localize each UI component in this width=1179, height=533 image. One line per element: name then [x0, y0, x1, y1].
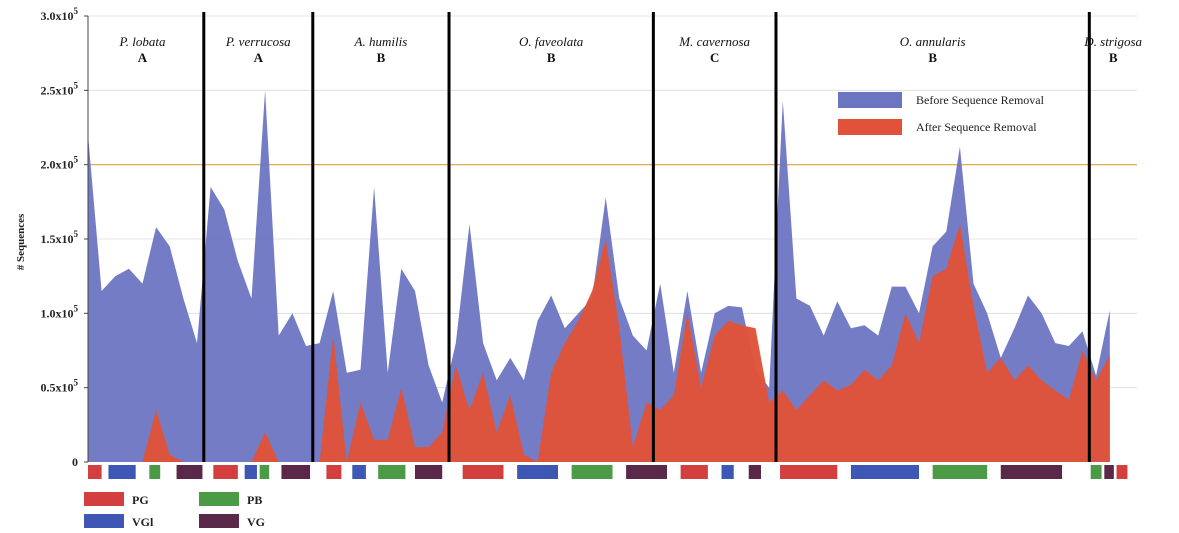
sample-bar-pg	[462, 465, 504, 479]
group-species-label: A. humilis	[354, 34, 408, 49]
legend-label-after: After Sequence Removal	[916, 120, 1037, 134]
sample-bar-pb	[259, 465, 270, 479]
sample-type-bars	[88, 465, 1128, 479]
sample-bar-pg	[213, 465, 238, 479]
sample-bar-pb	[1090, 465, 1102, 479]
legend: Before Sequence Removal After Sequence Re…	[838, 92, 1045, 135]
y-tick-exponent: 5	[74, 378, 79, 388]
y-tick-exponent: 5	[74, 80, 79, 90]
sample-legend-label-pg: PG	[132, 493, 149, 507]
sample-legend-swatch-pg	[84, 492, 124, 506]
y-tick-exponent: 5	[74, 155, 79, 165]
group-clade-label: A	[138, 50, 148, 65]
sample-bar-pb	[149, 465, 161, 479]
sample-bar-pg	[680, 465, 708, 479]
legend-swatch-after	[838, 119, 902, 135]
sample-legend-swatch-vgl	[84, 514, 124, 528]
sample-bar-vg	[748, 465, 761, 479]
y-tick-exponent: 5	[74, 229, 79, 239]
sample-bar-pb	[571, 465, 613, 479]
sample-bar-pg	[88, 465, 102, 479]
sample-bar-vgl	[850, 465, 920, 479]
group-species-label: P. verrucosa	[225, 34, 291, 49]
group-species-label: M. cavernosa	[678, 34, 750, 49]
group-species-label: O. faveolata	[519, 34, 584, 49]
sample-bar-pg	[326, 465, 342, 479]
y-tick-label: 2.5x105	[41, 80, 79, 97]
group-species-label: P. lobata	[118, 34, 165, 49]
sample-bar-pg	[780, 465, 838, 479]
sample-bar-vg	[176, 465, 203, 479]
sample-bar-pb	[932, 465, 988, 479]
group-clade-label: B	[928, 50, 937, 65]
y-tick-label: 0.5x105	[41, 378, 79, 395]
sample-bar-vg	[626, 465, 667, 479]
group-clade-label: A	[254, 50, 264, 65]
sample-legend-label-vg: VG	[247, 515, 265, 529]
group-clade-label: B	[547, 50, 556, 65]
sample-bar-vg	[1000, 465, 1063, 479]
series-after-area	[88, 224, 1110, 462]
sample-bar-vg	[1104, 465, 1114, 479]
legend-label-before: Before Sequence Removal	[916, 93, 1045, 107]
y-tick-label: 2.0x105	[41, 155, 79, 172]
legend-swatch-before	[838, 92, 902, 108]
sample-bar-pb	[378, 465, 406, 479]
group-species-label: D. strigosa	[1083, 34, 1142, 49]
sample-bar-pg	[1116, 465, 1128, 479]
group-clade-label: B	[1109, 50, 1118, 65]
sample-bar-vgl	[108, 465, 136, 479]
group-species-label: O. annularis	[900, 34, 966, 49]
group-clade-label: C	[710, 50, 719, 65]
y-axis-title: # Sequences	[15, 213, 27, 270]
sample-bar-vgl	[244, 465, 257, 479]
area-series	[88, 90, 1110, 463]
sample-legend-swatch-pb	[199, 492, 239, 506]
sample-bar-vgl	[517, 465, 559, 479]
y-tick-label: 1.0x105	[41, 303, 79, 320]
sample-bar-vg	[281, 465, 311, 479]
y-tick-label: 3.0x105	[41, 6, 79, 23]
sample-type-legend: PG PB VGl VG	[84, 492, 265, 529]
sample-legend-label-vgl: VGl	[132, 515, 154, 529]
sample-legend-label-pb: PB	[247, 493, 262, 507]
sample-legend-swatch-vg	[199, 514, 239, 528]
sample-bar-vgl	[721, 465, 734, 479]
y-axis: 0 0.5x105 1.0x105 1.5x105 2.0x105 2.5x105 3.0x…	[41, 6, 89, 469]
y-tick-exponent: 5	[74, 6, 79, 16]
group-dividers	[202, 12, 1091, 462]
y-tick-label: 0	[72, 455, 78, 469]
y-tick-exponent: 5	[74, 303, 79, 313]
group-clade-label: B	[377, 50, 386, 65]
sample-bar-vg	[414, 465, 443, 479]
y-tick-label: 1.5x105	[41, 229, 79, 246]
sample-bar-vgl	[352, 465, 366, 479]
